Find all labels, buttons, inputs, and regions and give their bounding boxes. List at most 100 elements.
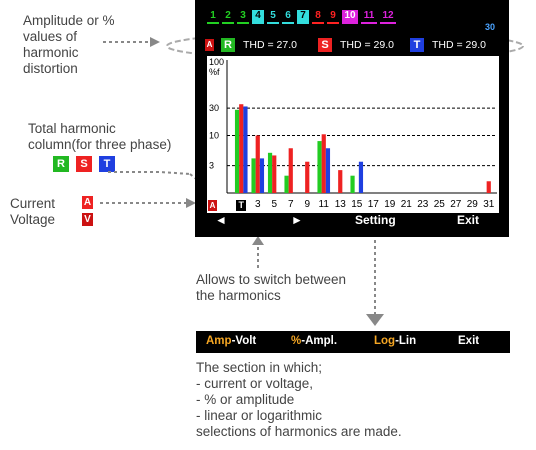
amplitude-callout-line: distortion (23, 61, 78, 76)
harmonic-tab-row: 1 2 3 4 5 6 7 8 9 10 11 12 (207, 10, 399, 24)
x-tick-label: 11 (318, 199, 329, 210)
x-tick-label: 9 (304, 199, 311, 210)
harmonic-tab-4[interactable]: 4 (252, 10, 264, 24)
bar-s-hT (239, 104, 244, 193)
harmonic-tab-9[interactable]: 9 (327, 10, 339, 24)
harmonic-tab-5[interactable]: 5 (267, 10, 279, 24)
thd-row: A R THD = 27.0 S THD = 29.0 T THD = 29.0 (205, 37, 501, 55)
mode-badge: A (205, 39, 214, 51)
bar-r-h11 (317, 141, 322, 193)
x-tick-label: 13 (334, 199, 346, 210)
bar-r-h5 (267, 152, 273, 193)
harmonic-tab-10[interactable]: 10 (342, 10, 358, 24)
bar-s-h11 (321, 134, 326, 193)
bar-t-hT (243, 106, 248, 193)
x-tick-label: 3 (254, 199, 261, 210)
log-lin-rest: -Lin (395, 335, 417, 347)
total-column-connector (108, 171, 191, 175)
x-tick-label: 23 (417, 199, 429, 210)
y-axis-unit-label: %f (209, 67, 220, 77)
settings-menu-bar: Amp-Volt %-Ampl. Log-Lin Exit (196, 331, 510, 353)
switch-note-line: Allows to switch between (196, 272, 347, 287)
menu-exit-label: Exit (458, 335, 480, 347)
analyzer-screen: 1 2 3 4 5 6 7 8 9 10 11 12 30 A R THD = 27.0 S THD … (195, 0, 509, 237)
phase-legend-t: T (99, 156, 115, 172)
thd-s-value: THD = 29.0 (340, 39, 394, 51)
prev-harmonic-button[interactable]: ◄ (215, 213, 227, 227)
bar-t-h11 (325, 148, 331, 193)
harmonic-tab-8[interactable]: 8 (312, 10, 324, 24)
switch-arrowhead (252, 236, 264, 245)
bar-r-hT (234, 109, 240, 193)
menu-exit-button[interactable]: Exit (458, 335, 479, 347)
x-tick-label: 21 (400, 199, 412, 210)
section-note-line: The section in which; (196, 360, 323, 375)
bar-r-h3 (251, 158, 256, 193)
switch-note-line: the harmonics (196, 288, 281, 303)
x-tick-label: 31 (483, 199, 495, 210)
phase-legend-r: R (53, 156, 69, 172)
amplitude-callout-line: Amplitude or % (23, 13, 115, 28)
phase-t-box: T (410, 38, 424, 52)
thd-r-value: THD = 27.0 (243, 39, 297, 51)
switch-note: Allows to switch between the harmonics (196, 272, 346, 304)
x-tick-label: 27 (450, 199, 462, 210)
bar-r-h15 (350, 175, 355, 193)
x-tick-label: T (236, 200, 247, 211)
harmonic-chart-svg: 100 30 10 3 %f (209, 57, 497, 194)
next-harmonic-button[interactable]: ► (291, 213, 303, 227)
harmonic-tab-2[interactable]: 2 (222, 10, 234, 24)
bar-r-h7 (284, 175, 289, 193)
voltage-label: Voltage (10, 212, 56, 227)
x-axis-labels: A T 3 5 7 9 11 13 15 17 19 21 23 25 27 29 31 (207, 199, 499, 213)
phase-legend-s: S (76, 156, 92, 172)
harmonic-tab-12[interactable]: 12 (380, 10, 396, 24)
y-tick-label: 10 (209, 131, 219, 141)
y-tick-label: 3 (209, 161, 214, 171)
x-tick-label: 19 (384, 199, 396, 210)
bar-s-h9 (305, 161, 310, 193)
y-tick-label: 30 (209, 103, 219, 113)
bar-t-h3 (259, 158, 265, 193)
x-axis-mode-badge: A (208, 200, 217, 211)
x-tick-label: 7 (287, 199, 294, 210)
amplitude-callout-line: values of (23, 29, 78, 44)
thd-t-value: THD = 29.0 (432, 39, 486, 51)
x-tick-label: 29 (466, 199, 478, 210)
amp-volt-toggle[interactable]: Amp-Volt (206, 335, 256, 347)
section-note-line: - current or voltage, (196, 376, 314, 391)
bar-s-h5 (272, 155, 277, 193)
phase-s-box: S (318, 38, 332, 52)
percent-ampl-rest: -Ampl. (301, 335, 338, 347)
mode-arrowhead (186, 198, 196, 208)
percent-ampl-highlight: % (291, 335, 302, 347)
harmonic-tab-6[interactable]: 6 (282, 10, 294, 24)
amplitude-arrowhead (150, 37, 160, 47)
voltage-badge: V (82, 213, 93, 226)
total-column-callout: Total harmonic column(for three phase) (28, 121, 171, 153)
total-column-callout-line: Total harmonic (28, 121, 116, 136)
harmonic-tab-3[interactable]: 3 (237, 10, 249, 24)
setting-arrowhead (366, 314, 384, 326)
section-note-line: - linear or logarithmic (196, 408, 323, 423)
percent-ampl-toggle[interactable]: %-Ampl. (291, 335, 337, 347)
x-tick-label: 5 (271, 199, 278, 210)
bar-s-h3 (255, 135, 260, 193)
screen-exit-button[interactable]: Exit (457, 213, 480, 227)
harmonic-tab-1[interactable]: 1 (207, 10, 219, 24)
page-number: 30 (484, 22, 495, 32)
y-tick-label: 100 (209, 57, 224, 67)
harmonic-tab-7[interactable]: 7 (297, 10, 309, 24)
setting-button[interactable]: Setting (355, 213, 396, 227)
amp-volt-highlight: Amp (206, 335, 232, 347)
log-lin-highlight: Log (374, 335, 396, 347)
thd-highlight-ellipse (166, 31, 524, 61)
log-lin-toggle[interactable]: Log-Lin (374, 335, 416, 347)
amplitude-callout: Amplitude or % values of harmonic distor… (23, 13, 115, 77)
x-tick-label: 15 (351, 199, 363, 210)
amp-volt-rest: -Volt (231, 335, 257, 347)
harmonic-bar-chart: 100 30 10 3 %f (207, 56, 499, 199)
bar-s-h31 (486, 181, 491, 193)
x-tick-label: 25 (433, 199, 445, 210)
harmonic-tab-11[interactable]: 11 (361, 10, 377, 24)
